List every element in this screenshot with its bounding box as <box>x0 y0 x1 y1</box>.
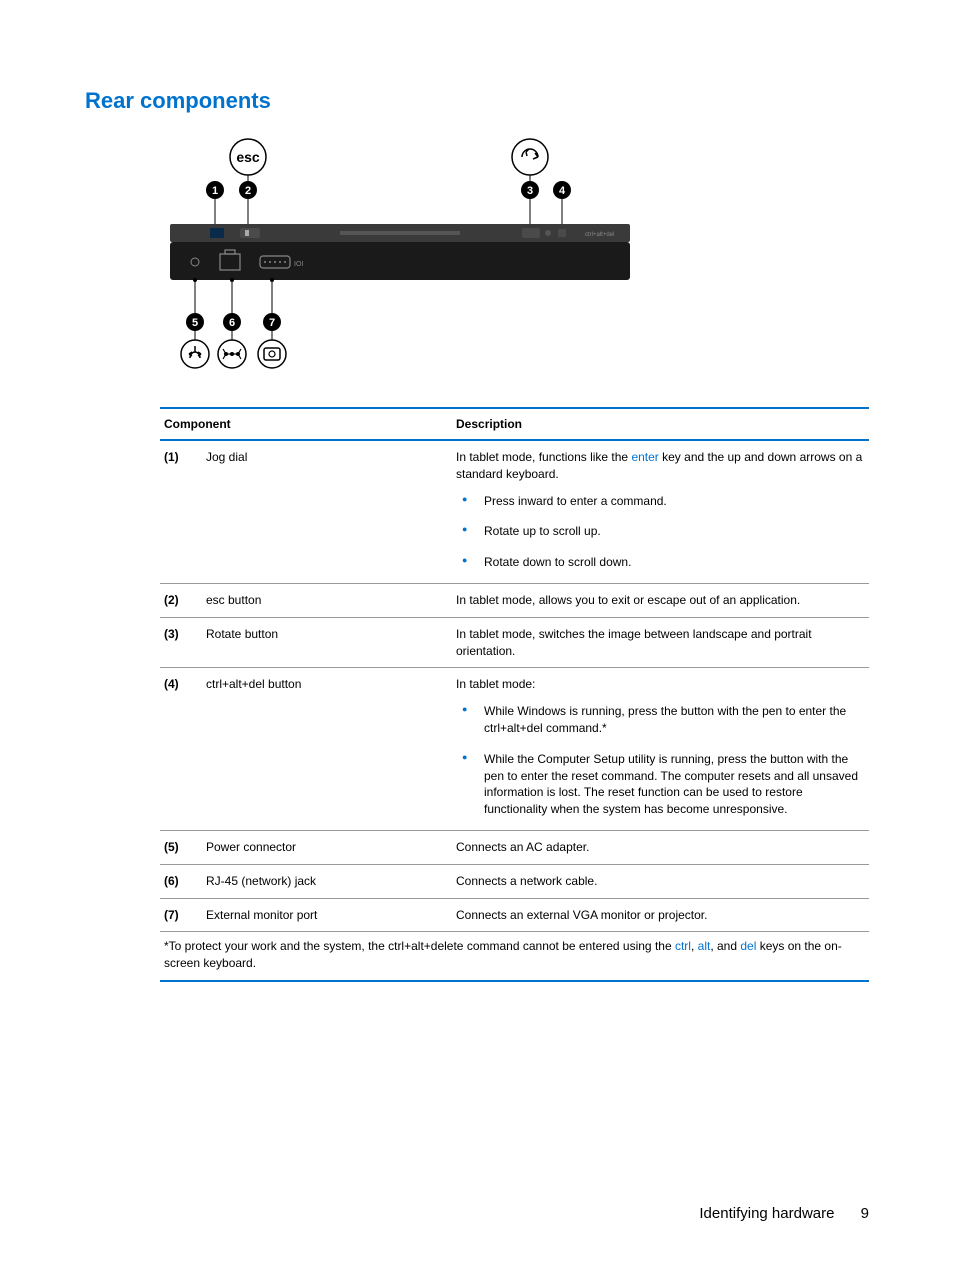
table-row: (6) RJ-45 (network) jack Connects a netw… <box>160 864 869 898</box>
row-component: ctrl+alt+del button <box>202 668 452 831</box>
alt-key-link: alt <box>698 939 711 953</box>
row-number: (3) <box>160 617 202 668</box>
table-row: (1) Jog dial In tablet mode, functions l… <box>160 440 869 583</box>
bullet-item: Rotate up to scroll up. <box>456 523 865 540</box>
rear-components-diagram: esc 1 2 3 4 ctrl+alt <box>160 132 869 387</box>
row-description: In tablet mode, switches the image betwe… <box>452 617 869 668</box>
bullet-item: Rotate down to scroll down. <box>456 554 865 571</box>
enter-key-link: enter <box>631 450 658 464</box>
svg-text:4: 4 <box>559 185 566 197</box>
header-component: Component <box>160 408 452 440</box>
table-row: (2) esc button In tablet mode, allows yo… <box>160 583 869 617</box>
header-description: Description <box>452 408 869 440</box>
row-component: esc button <box>202 583 452 617</box>
components-table: Component Description (1) Jog dial In ta… <box>160 407 869 982</box>
bullet-item: While the Computer Setup utility is runn… <box>456 751 865 818</box>
row-component: Rotate button <box>202 617 452 668</box>
table-row: (7) External monitor port Connects an ex… <box>160 898 869 932</box>
row-description: Connects an external VGA monitor or proj… <box>452 898 869 932</box>
ctrl-key-link: ctrl <box>675 939 691 953</box>
row-description: Connects a network cable. <box>452 864 869 898</box>
svg-text:IOI: IOI <box>294 261 303 268</box>
svg-text:2: 2 <box>245 185 251 197</box>
table-row: (5) Power connector Connects an AC adapt… <box>160 830 869 864</box>
row-component: Power connector <box>202 830 452 864</box>
row-number: (7) <box>160 898 202 932</box>
row-number: (2) <box>160 583 202 617</box>
section-title: Rear components <box>85 88 869 114</box>
bullet-item: Press inward to enter a command. <box>456 493 865 510</box>
row-component: External monitor port <box>202 898 452 932</box>
svg-text:esc: esc <box>236 149 260 165</box>
row-description: In tablet mode, functions like the enter… <box>452 440 869 583</box>
row-number: (6) <box>160 864 202 898</box>
table-row: (4) ctrl+alt+del button In tablet mode: … <box>160 668 869 831</box>
table-footnote: *To protect your work and the system, th… <box>160 932 869 981</box>
page-number: 9 <box>861 1205 869 1222</box>
svg-text:ctrl+alt+del: ctrl+alt+del <box>585 232 614 238</box>
row-component: Jog dial <box>202 440 452 583</box>
row-number: (1) <box>160 440 202 583</box>
row-description: In tablet mode, allows you to exit or es… <box>452 583 869 617</box>
del-key-link: del <box>740 939 756 953</box>
svg-text:5: 5 <box>192 317 198 329</box>
svg-text:7: 7 <box>269 317 275 329</box>
row-number: (5) <box>160 830 202 864</box>
bullet-item: While Windows is running, press the butt… <box>456 703 865 737</box>
page-footer: Identifying hardware 9 <box>699 1205 869 1222</box>
row-description: In tablet mode: While Windows is running… <box>452 668 869 831</box>
svg-text:1: 1 <box>212 185 218 197</box>
row-description: Connects an AC adapter. <box>452 830 869 864</box>
row-component: RJ-45 (network) jack <box>202 864 452 898</box>
row-number: (4) <box>160 668 202 831</box>
svg-text:6: 6 <box>229 317 235 329</box>
svg-text:3: 3 <box>527 185 533 197</box>
footer-label: Identifying hardware <box>699 1205 834 1222</box>
table-row: (3) Rotate button In tablet mode, switch… <box>160 617 869 668</box>
table-header-row: Component Description <box>160 408 869 440</box>
